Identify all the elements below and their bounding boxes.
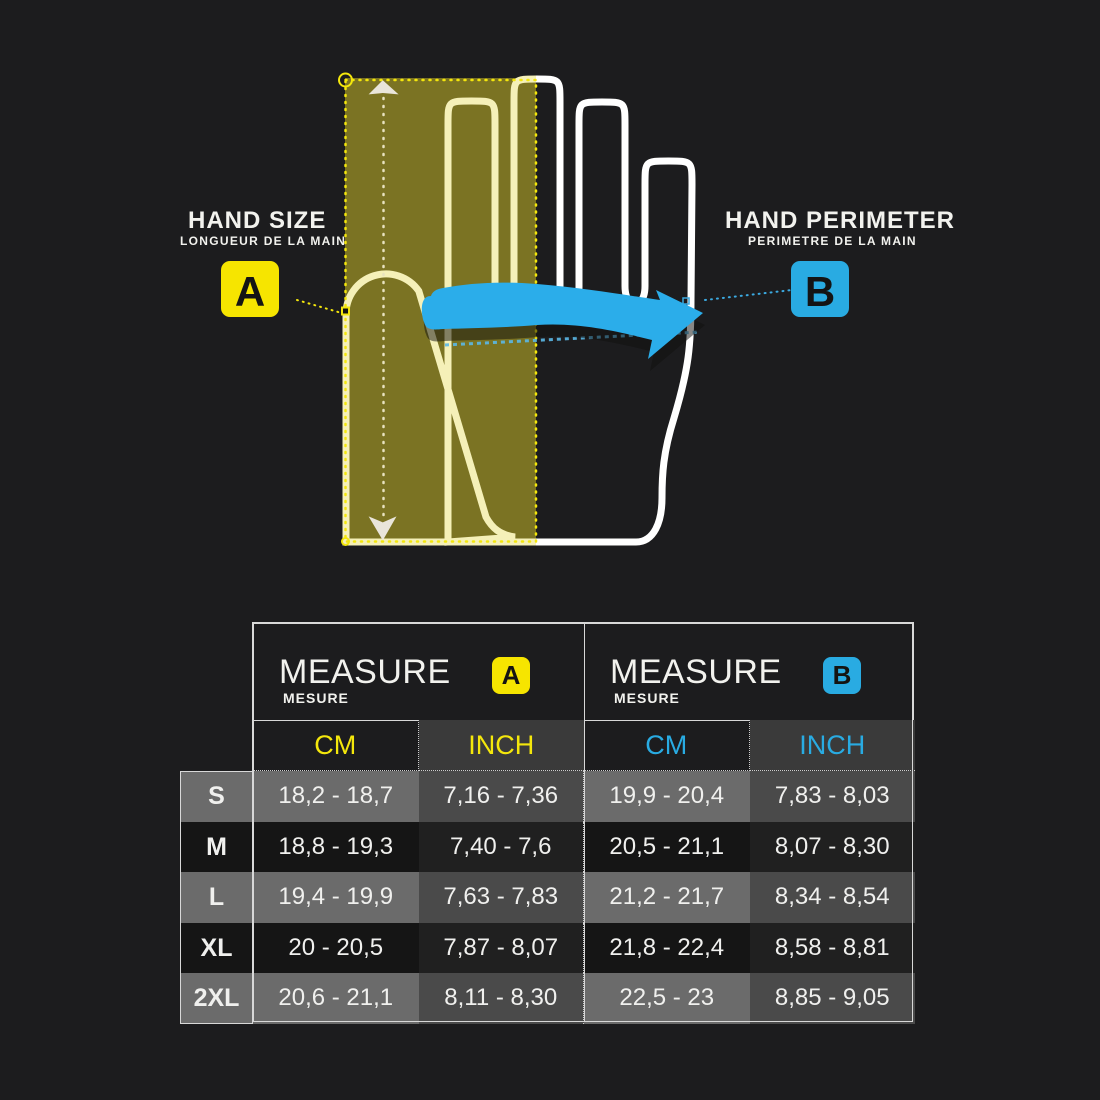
- svg-text:B: B: [805, 268, 835, 315]
- svg-text:LONGUEUR DE LA MAIN: LONGUEUR DE LA MAIN: [180, 234, 346, 248]
- svg-text:PERIMETRE DE LA MAIN: PERIMETRE DE LA MAIN: [748, 234, 917, 248]
- svg-text:HAND PERIMETER: HAND PERIMETER: [725, 207, 955, 234]
- svg-text:HAND SIZE: HAND SIZE: [188, 207, 326, 234]
- svg-text:A: A: [235, 268, 265, 315]
